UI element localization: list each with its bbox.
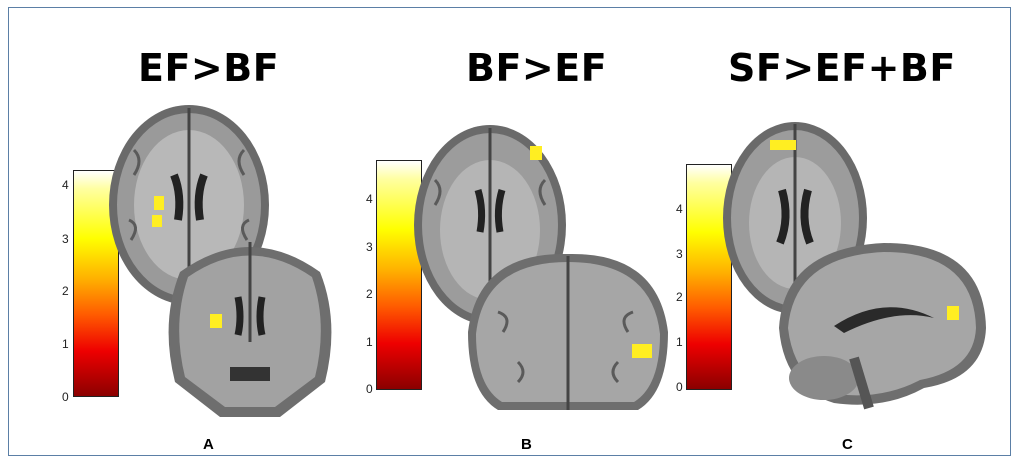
panel-a-activation-3: [210, 314, 222, 328]
panel-b-tick-0: 0: [366, 382, 373, 396]
panel-b-tick-1: 1: [366, 335, 373, 349]
panel-a-tick-1: 1: [62, 337, 69, 351]
panel-b-tick-4: 4: [366, 192, 373, 206]
panel-b-title: BF>EF: [466, 46, 608, 90]
panel-c-tick-0: 0: [676, 380, 683, 394]
panel-c-tick-1: 1: [676, 335, 683, 349]
panel-a-coronal-brain: [168, 242, 332, 417]
panel-c-activation-1: [770, 140, 796, 150]
panel-c-activation-2: [947, 306, 959, 320]
panel-c-sagittal-brain: [779, 243, 986, 410]
panel-b-label: B: [521, 436, 532, 453]
panel-b-activation-1: [530, 146, 542, 160]
panel-c-tick-4: 4: [676, 202, 683, 216]
panel-b-coronal-brain: [468, 253, 668, 410]
panel-a-activation-2: [152, 215, 162, 227]
panel-a-tick-0: 0: [62, 390, 69, 404]
panel-a-tick-3: 3: [62, 232, 69, 246]
panel-a-tick-4: 4: [62, 178, 69, 192]
panel-a-activation-1: [154, 196, 164, 210]
panel-c-label: C: [842, 436, 853, 453]
panel-a-title: EF>BF: [138, 46, 280, 90]
panel-a-label: A: [203, 436, 214, 453]
panel-b-tick-3: 3: [366, 240, 373, 254]
panel-b-activation-2: [632, 344, 652, 358]
panel-a-tick-2: 2: [62, 284, 69, 298]
panel-b-colorbar: [376, 160, 422, 390]
panel-c-tick-2: 2: [676, 290, 683, 304]
panel-c-title: SF>EF+BF: [728, 46, 956, 90]
panel-b-tick-2: 2: [366, 287, 373, 301]
panel-c-tick-3: 3: [676, 247, 683, 261]
